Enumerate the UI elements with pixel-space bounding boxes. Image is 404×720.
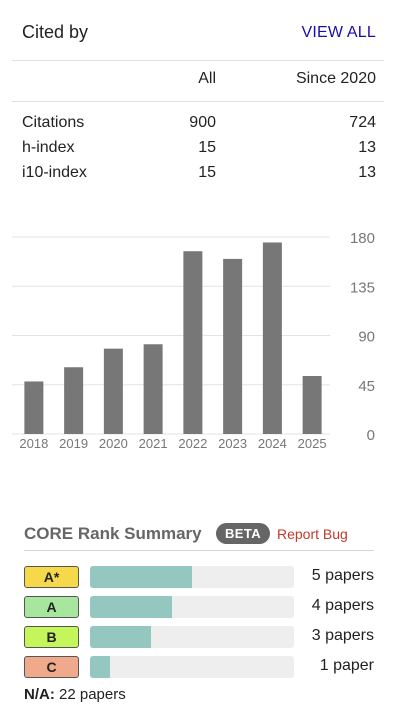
y-tick-label: 90 (358, 329, 375, 346)
stats-header-divider (12, 101, 384, 102)
x-tick-label: 2021 (139, 436, 168, 451)
stats-row-citations: Citations 900 724 (22, 114, 376, 139)
na-label: N/A: (24, 686, 55, 703)
y-tick-label: 135 (350, 279, 375, 296)
beta-badge: BETA (216, 523, 271, 544)
stats-all-value: 15 (198, 164, 216, 181)
citations-per-year-chart: 0 45 90 135 180 2018 2019 2020 2021 2022 2023 2024 2… (0, 225, 404, 455)
rank-list: A* 5 papers A 4 papers B 3 papers C 1 paper (24, 564, 374, 684)
cited-by-header: Cited by VIEW ALL (22, 22, 376, 48)
x-tick-label: 2024 (258, 436, 287, 451)
rank-bar-track (90, 566, 294, 588)
bar-2024[interactable] (262, 242, 282, 434)
rank-bar-fill (90, 566, 192, 588)
bar-2019[interactable] (64, 367, 84, 434)
y-tick-label: 180 (350, 230, 375, 247)
bar-2021[interactable] (143, 344, 163, 434)
stats-since-value: 724 (349, 114, 376, 131)
stats-since-value: 13 (358, 164, 376, 181)
rank-badge[interactable]: B (24, 626, 79, 648)
view-all-link[interactable]: VIEW ALL (301, 24, 376, 41)
na-summary: N/A: 22 papers (24, 686, 126, 703)
stats-all-value: 15 (198, 139, 216, 156)
stats-label: h-index (22, 139, 75, 156)
y-tick-label: 45 (358, 378, 375, 395)
bar-2025[interactable] (302, 375, 322, 434)
rank-bar-track (90, 596, 294, 618)
rank-bar-track (90, 626, 294, 648)
cited-by-title: Cited by (22, 22, 89, 42)
stats-header-row: All Since 2020 (22, 70, 376, 114)
stats-label: Citations (22, 114, 85, 131)
x-tick-label: 2019 (59, 436, 88, 451)
report-bug-link[interactable]: Report Bug (277, 526, 348, 542)
rank-badge[interactable]: C (24, 656, 79, 678)
rank-paper-count: 1 paper (319, 657, 374, 674)
rank-bar-fill (90, 656, 110, 678)
citation-stats-table: All Since 2020 Citations 900 724 h-index… (22, 70, 376, 189)
rank-badge[interactable]: A* (24, 566, 79, 588)
x-tick-label: 2018 (19, 436, 48, 451)
bar-2023[interactable] (223, 258, 243, 434)
column-header-since[interactable]: Since 2020 (295, 70, 376, 87)
x-tick-label: 2023 (218, 436, 247, 451)
rank-paper-count: 3 papers (311, 627, 374, 644)
rank-row: A* 5 papers (24, 564, 374, 594)
column-header-all[interactable]: All (198, 70, 216, 87)
chart-svg: 0 45 90 135 180 2018 2019 2020 2021 2022 2023 2024 2… (12, 230, 375, 451)
core-rank-title: CORE Rank Summary (24, 524, 202, 543)
rank-badge[interactable]: A (24, 596, 79, 618)
na-count: 22 papers (59, 686, 126, 703)
bar-2022[interactable] (183, 251, 203, 434)
x-tick-label: 2025 (298, 436, 327, 451)
stats-all-value: 900 (189, 114, 216, 131)
rank-paper-count: 4 papers (311, 597, 374, 614)
stats-row-i10-index: i10-index 15 13 (22, 164, 376, 189)
y-tick-label: 0 (367, 427, 375, 444)
stats-label: i10-index (22, 164, 87, 181)
rank-bar-fill (90, 626, 151, 648)
rank-bar-track (90, 656, 294, 678)
header-divider (12, 60, 384, 61)
rank-row: A 4 papers (24, 594, 374, 624)
core-rank-header: CORE Rank Summary BETA Report Bug (24, 522, 374, 548)
core-rank-divider (24, 550, 374, 551)
x-tick-label: 2022 (178, 436, 207, 451)
core-rank-summary: CORE Rank Summary BETA Report Bug A* 5 pa… (24, 522, 374, 703)
rank-row: C 1 paper (24, 654, 374, 684)
rank-bar-fill (90, 596, 172, 618)
rank-row: B 3 papers (24, 624, 374, 654)
bar-2020[interactable] (103, 348, 123, 434)
bar-2018[interactable] (24, 381, 44, 434)
stats-since-value: 13 (358, 139, 376, 156)
stats-row-h-index: h-index 15 13 (22, 139, 376, 164)
x-tick-label: 2020 (99, 436, 128, 451)
rank-paper-count: 5 papers (311, 567, 374, 584)
